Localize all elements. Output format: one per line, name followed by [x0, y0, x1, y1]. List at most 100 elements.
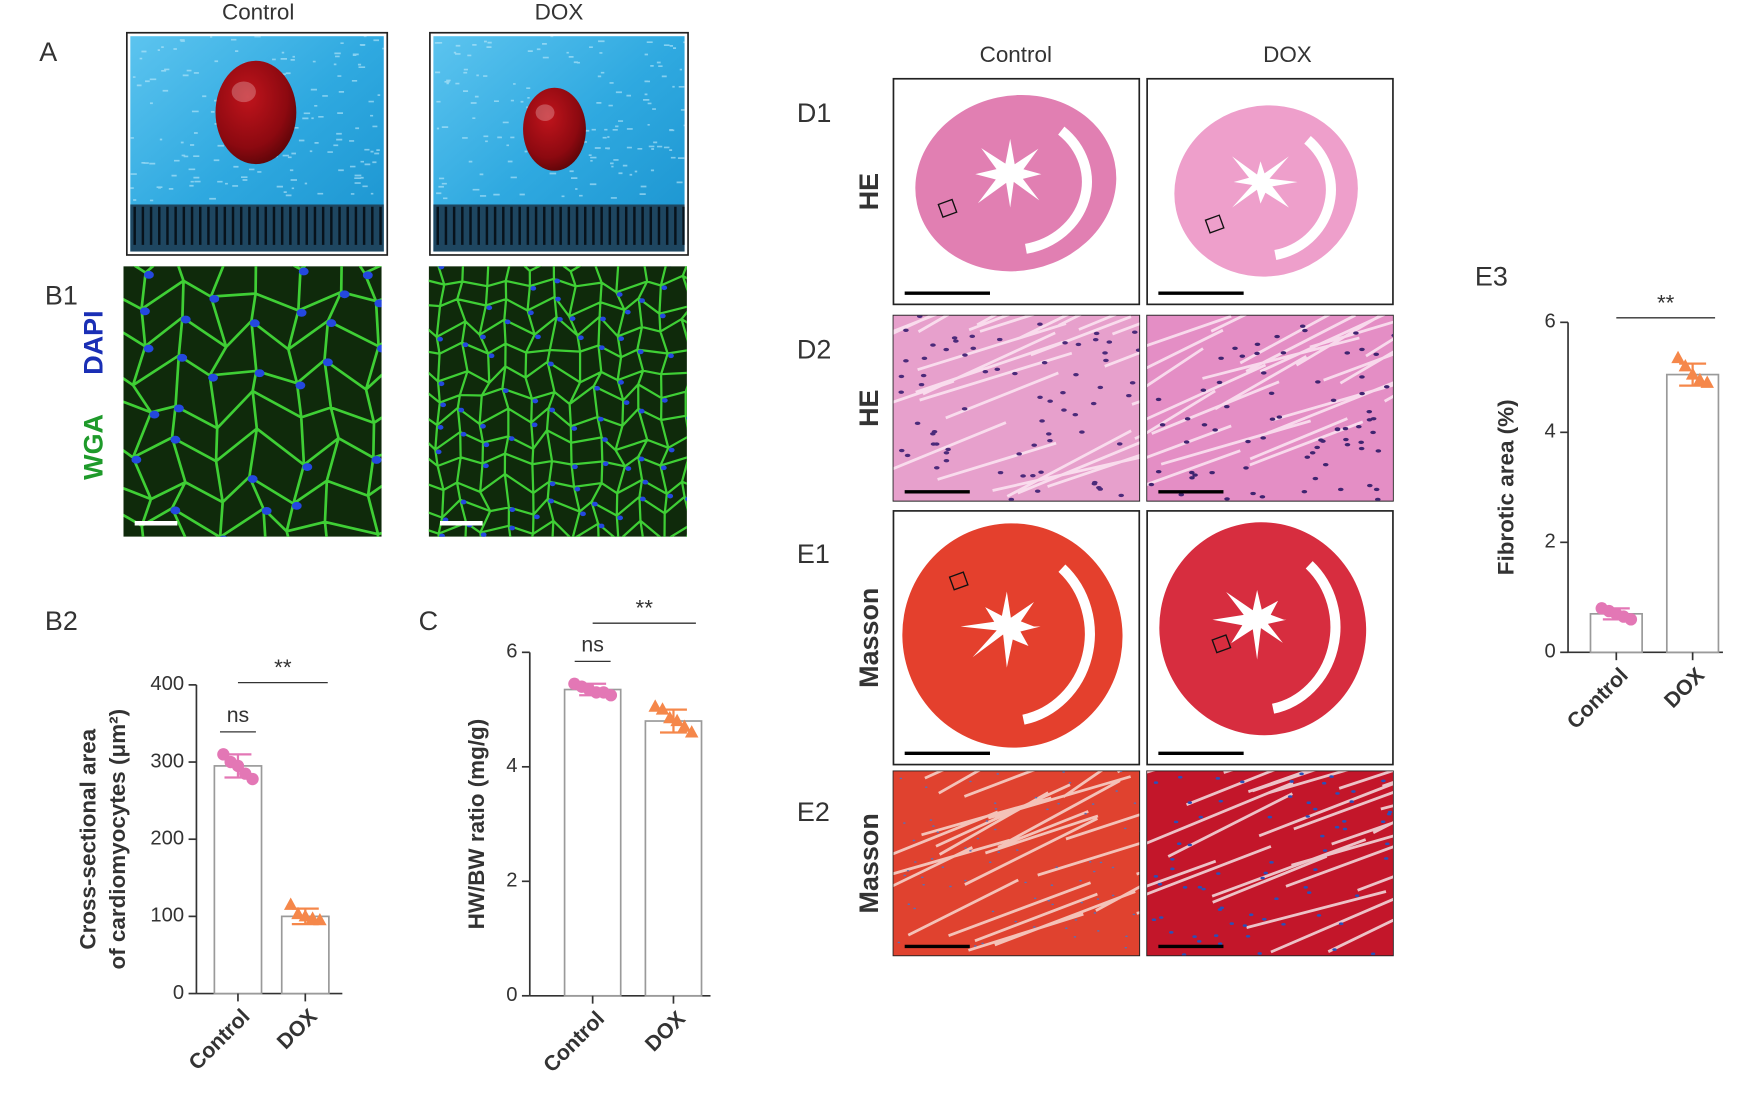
y-axis-label: Cross-sectional area: [76, 728, 101, 949]
data-point: [604, 689, 618, 702]
cell-membranes: [428, 266, 687, 537]
column-title: DOX: [535, 0, 584, 25]
y-tick-label: 2: [1544, 531, 1555, 553]
bar: [644, 720, 703, 997]
stain-label: Masson: [854, 588, 884, 688]
panel-label: E1: [797, 539, 830, 569]
panel-label: B1: [45, 281, 78, 311]
y-tick-label: 300: [150, 750, 184, 772]
y-tick-label: 0: [173, 982, 184, 1004]
data-point: [670, 713, 684, 727]
bar: [1665, 373, 1720, 654]
y-tick-label: 6: [1544, 311, 1555, 333]
ruler-ticks: [436, 206, 685, 245]
data-point: [217, 748, 230, 761]
x-tick-label: Control: [539, 1007, 610, 1078]
data-point: [231, 759, 245, 773]
image-panel: [893, 315, 1140, 501]
lumen-gap: [1022, 564, 1095, 725]
panel-label: A: [39, 37, 57, 67]
data-point: [1678, 359, 1693, 372]
image-panel: [902, 523, 1123, 748]
bar: [563, 688, 622, 997]
lumen-gap: [1024, 126, 1092, 254]
y-axis-label: Fibrotic area (%): [1493, 399, 1518, 575]
data-point: [1624, 613, 1638, 626]
fiber-gaps: [893, 315, 1140, 498]
image-panel: [428, 266, 687, 537]
lumen: [975, 138, 1042, 208]
image-panel: [433, 36, 685, 252]
panel-label: D1: [797, 98, 831, 128]
stain-label: Masson: [854, 813, 884, 913]
nuclei: [131, 267, 382, 537]
image-panel: [1147, 771, 1393, 956]
nuclei: [435, 266, 687, 537]
lumen-gap: [1274, 135, 1336, 260]
significance-label: **: [274, 655, 292, 680]
fiber-gaps: [1147, 771, 1393, 954]
data-point: [1671, 350, 1685, 364]
data-point: [283, 897, 298, 910]
x-tick-label: DOX: [272, 1004, 322, 1054]
panel-label: D2: [797, 335, 831, 365]
data-point: [313, 912, 327, 926]
heart-highlight: [535, 104, 555, 121]
y-tick-label: 2: [506, 870, 517, 892]
y-axis-label: of cardiomyocytes (μm²): [105, 709, 130, 970]
y-tick-label: 0: [506, 984, 517, 1006]
y-tick-label: 200: [150, 828, 184, 850]
significance-label: **: [636, 596, 654, 621]
lumen: [960, 591, 1041, 668]
x-tick-label: DOX: [640, 1006, 690, 1056]
significance-label: ns: [581, 632, 604, 656]
zoom-box: [948, 571, 969, 591]
panel-label: E3: [1475, 262, 1508, 292]
data-point: [246, 772, 259, 786]
stain-label: WGA: [79, 414, 109, 480]
heart-highlight: [231, 81, 256, 103]
data-point: [684, 725, 699, 738]
panel-label: C: [419, 606, 438, 636]
ruler-ticks: [133, 206, 382, 245]
bar: [213, 765, 263, 995]
significance-label: ns: [227, 703, 250, 727]
image-panel: [1174, 105, 1358, 277]
x-tick-label: Control: [1562, 663, 1633, 734]
y-axis-label: HW/BW ratio (mg/g): [464, 719, 489, 930]
zoom-box: [1204, 214, 1225, 234]
panel-label: B2: [45, 606, 78, 636]
y-tick-label: 400: [150, 673, 184, 695]
stain-label: HE: [854, 173, 884, 210]
fiber-gaps: [893, 771, 1140, 952]
column-title: Control: [980, 42, 1052, 67]
photo-texture: [434, 36, 685, 200]
x-tick-label: Control: [184, 1004, 255, 1075]
data-point: [1693, 372, 1707, 386]
image-panel: [123, 266, 382, 537]
bar: [280, 915, 330, 995]
column-title: Control: [222, 0, 294, 25]
image-panel: [1159, 522, 1367, 736]
cell-membranes: [123, 266, 382, 537]
column-title: DOX: [1263, 42, 1312, 67]
image-panel: [1147, 315, 1393, 501]
data-point: [648, 699, 662, 712]
image-panel: [130, 36, 384, 252]
lumen: [1232, 156, 1298, 208]
lumen: [1212, 590, 1287, 660]
data-point: [1685, 367, 1700, 380]
panel-label: E2: [797, 797, 830, 827]
zoom-box: [1211, 634, 1232, 654]
data-point: [1700, 375, 1714, 388]
y-tick-label: 0: [1544, 641, 1555, 663]
fluor-background: [428, 266, 687, 537]
significance-label: **: [1657, 290, 1675, 315]
y-tick-label: 6: [506, 641, 517, 663]
y-tick-label: 4: [506, 755, 517, 777]
data-point: [291, 906, 305, 920]
image-panel: [893, 771, 1140, 956]
data-point: [663, 710, 677, 724]
image-panel: [915, 94, 1117, 272]
